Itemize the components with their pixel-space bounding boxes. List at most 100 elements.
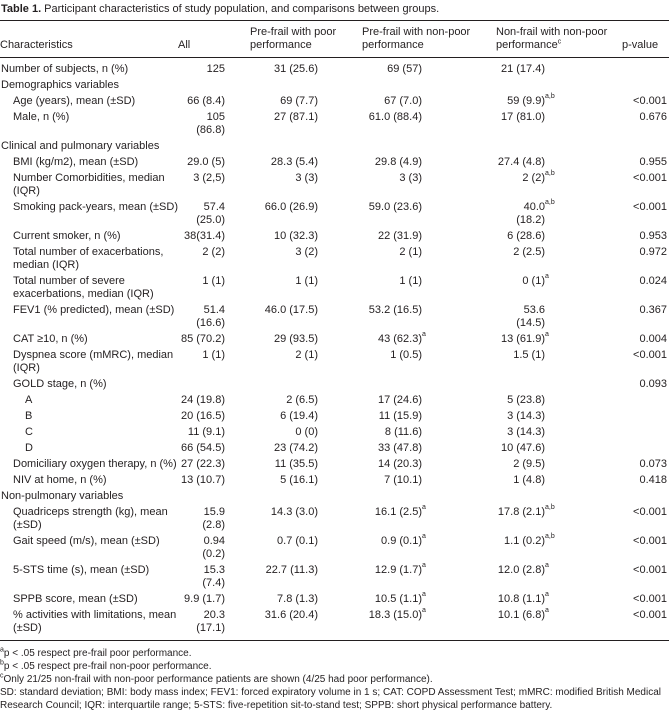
cell-value: <0.001 [633, 535, 667, 547]
cell: 0.073 [622, 457, 669, 473]
cell: 22 (31.9) [362, 229, 496, 245]
cell: 69 (57) [362, 58, 496, 78]
cell-value: 10.5 (1.1) a [374, 591, 426, 605]
cell-value: 66.0 (26.9) [264, 201, 318, 213]
cell-value: 1 (0.5) [390, 349, 422, 361]
cell: 3 (3) [362, 171, 496, 200]
cell-value: <0.001 [633, 349, 667, 361]
cell: 3 (14.3) [496, 409, 622, 425]
cell-value: 51.4 (16.6) [196, 304, 225, 329]
section-title: Clinical and pulmonary variables [1, 140, 160, 152]
footnote-text: Only 21/25 non-frail with non-poor perfo… [3, 674, 433, 685]
cell: 66 (54.5) [178, 441, 250, 457]
footnote-mark: b [0, 659, 4, 667]
column-header: Pre-frail with poor performance [250, 20, 362, 58]
cell: 0.676 [622, 110, 669, 139]
row-label: Total number of exacerbations, median (I… [13, 246, 164, 271]
cell: 125 [178, 58, 250, 78]
cell: 1 (1) [362, 274, 496, 303]
cell: 38(31.4) [178, 229, 250, 245]
table-row: Number Comorbidities, median (IQR) 3 (2,5… [0, 170, 669, 200]
cell: <0.001 [622, 348, 669, 377]
row-label: Dyspnea score (mMRC), median (IQR) [13, 349, 174, 374]
cell: 0.94 (0.2) [178, 534, 250, 563]
cell: 1 (4.8) [496, 473, 622, 489]
cell: 7.8 (1.3) [250, 592, 362, 608]
cell: 29.8 (4.9) [362, 155, 496, 171]
row-label: Smoking pack-years, mean (±SD) [13, 201, 178, 213]
cell-value: 0.093 [639, 378, 667, 390]
cell: 11 (35.5) [250, 457, 362, 473]
table-row: SPPB score, mean (±SD) 9.9 (1.7) 7.8 (1.3)… [0, 591, 669, 608]
cell-value: 10 (32.3) [273, 230, 318, 242]
cell [362, 377, 496, 393]
cell-value: 2 (2) [202, 246, 225, 258]
cell-value: 12.9 (1.7) a [374, 562, 426, 576]
cell: 5 (16.1) [250, 473, 362, 489]
cell: 59.0 (23.6) [362, 200, 496, 229]
cell-value: 5 (16.1) [280, 474, 318, 486]
table-row: Dyspnea score (mMRC), median (IQR) 1 (1) 2… [0, 348, 669, 377]
cell: 20.3 (17.1) [178, 608, 250, 641]
cell-value: 40.0 (18.2) a,b [516, 199, 555, 226]
cell: 2 (6.5) [250, 393, 362, 409]
cell-value: 6 (28.6) [507, 230, 545, 242]
cell-value: 20.3 (17.1) [196, 609, 225, 634]
row-label: NIV at home, n (%) [13, 474, 107, 486]
footnote-mark: a [0, 646, 4, 654]
cell-value: 59 (9.9) a,b [507, 93, 555, 107]
cell: 27 (22.3) [178, 457, 250, 473]
cell-value: 3 (14.3) [507, 426, 545, 438]
cell-value: 0.972 [639, 246, 667, 258]
cell-value: 125 [206, 63, 225, 75]
cell-value: 29.0 (5) [187, 156, 225, 168]
table-row: % activities with limitations, mean (±SD… [0, 607, 669, 641]
cell-value: 2 (1) [399, 246, 422, 258]
section-row: Clinical and pulmonary variables [0, 139, 669, 155]
section-row: Non-pulmonary variables [0, 489, 669, 505]
cell-value: 8 (11.6) [384, 426, 422, 438]
cell: 105 (86.8) [178, 110, 250, 139]
cell: 0.972 [622, 245, 669, 274]
cell-value: 1.1 (0.2) a,b [504, 533, 555, 547]
cell: 15.9 (2.8) [178, 505, 250, 534]
cell-value: 11 (35.5) [274, 458, 318, 470]
cell-value: 0.955 [639, 156, 667, 168]
cell: <0.001 [622, 505, 669, 534]
cell-value: 46.0 (17.5) [264, 304, 318, 316]
cell-value: 12.0 (2.8) a [497, 562, 549, 576]
cell: 0 (0) [250, 425, 362, 441]
cell: 10.5 (1.1) a [362, 591, 496, 608]
cell: 0.9 (0.1) a [362, 533, 496, 563]
cell: 29 (93.5) [250, 332, 362, 348]
cell: 11 (9.1) [178, 425, 250, 441]
table-row: Male, n (%) 105 (86.8) 27 (87.1) 61.0 (88.4… [0, 110, 669, 139]
cell-value: 0.7 (0.1) [277, 535, 318, 547]
footnote-mark: c [0, 672, 4, 680]
row-label: Number of subjects, n (%) [1, 63, 129, 75]
table-row: FEV1 (% predicted), mean (±SD) 51.4 (16.6… [0, 303, 669, 332]
cell: 46.0 (17.5) [250, 303, 362, 332]
cell: 9.9 (1.7) [178, 592, 250, 608]
cell-value: 2 (2.5) [513, 246, 545, 258]
section-row: Demographics variables [0, 78, 669, 94]
table-row: Current smoker, n (%) 38(31.4) 10 (32.3) 22… [0, 229, 669, 245]
table-row: 5-STS time (s), mean (±SD) 15.3 (7.4) 22.7… [0, 562, 669, 592]
cell-value: 27.4 (4.8) [497, 156, 545, 168]
cell-value: 105 (86.8) [196, 111, 225, 136]
cell-value: 59.0 (23.6) [368, 201, 422, 213]
abbreviations: SD: standard deviation; BMI: body mass i… [0, 687, 661, 711]
cell: 29.0 (5) [178, 155, 250, 171]
cell-value: 85 (70.2) [180, 333, 225, 345]
cell-value: 14.3 (3.0) [270, 506, 318, 518]
cell-value: <0.001 [633, 564, 667, 576]
cell: 61.0 (88.4) [362, 110, 496, 139]
cell-value: <0.001 [633, 593, 667, 605]
cell: 23 (74.2) [250, 441, 362, 457]
cell: 17.8 (2.1) a,b [496, 504, 622, 534]
cell-value: 69 (57) [387, 63, 422, 75]
cell: 0.004 [622, 332, 669, 348]
cell-value: 2 (9.5) [513, 458, 545, 470]
cell: 10 (47.6) [496, 441, 622, 457]
column-header-sup: c [557, 38, 562, 46]
